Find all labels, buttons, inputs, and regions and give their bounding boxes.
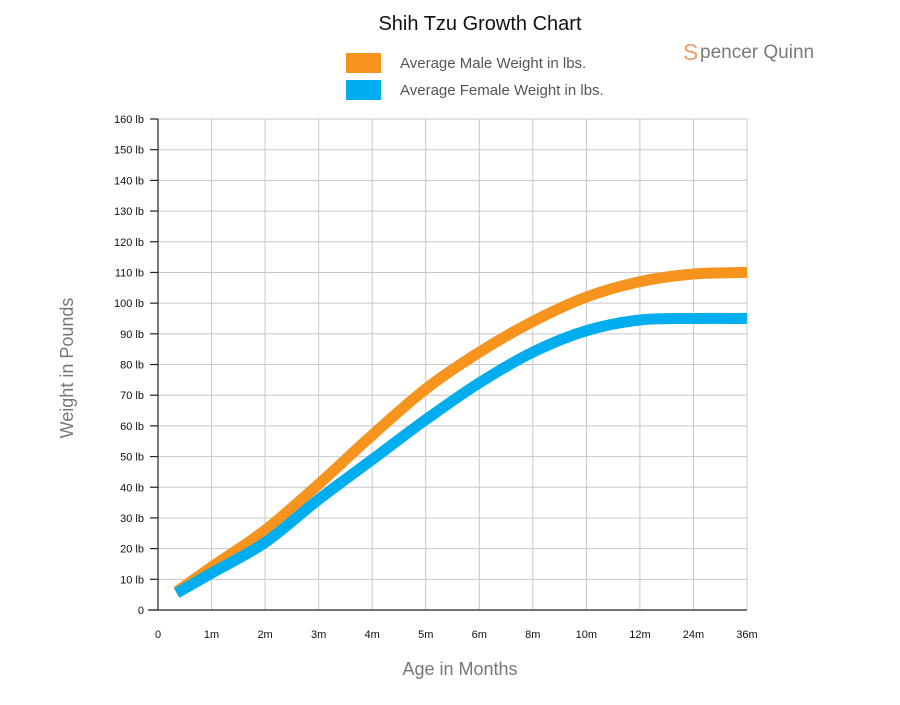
female-weight-line [173,312,748,598]
brand-logo-initial: S [683,39,698,65]
legend-label-female: Average Female Weight in lbs. [400,82,604,99]
x-tick-label: 6m [472,629,487,641]
x-tick-label: 1m [204,629,219,641]
y-tick-label: 110 lb [115,267,144,279]
x-tick-label: 0 [155,629,161,641]
x-tick-label: 4m [365,629,380,641]
y-tick-label: 30 lb [120,513,144,525]
x-tick-label: 10m [576,629,597,641]
x-tick-label: 36m [736,629,757,641]
y-tick-label: 160 lb [114,114,144,126]
y-tick-label: 70 lb [120,390,144,402]
legend-swatch-male [346,53,381,73]
y-tick-label: 80 lb [120,360,144,372]
legend-label-male: Average Male Weight in lbs. [400,55,586,72]
x-tick-label: 24m [683,629,704,641]
y-tick-label: 120 lb [114,237,144,249]
chart-series [173,266,748,598]
y-tick-label: 20 lb [120,544,144,556]
y-tick-label: 100 lb [114,298,144,310]
chart-grid [158,118,748,610]
x-tick-label: 8m [525,629,540,641]
male-weight-line [173,266,748,597]
chart-title: Shih Tzu Growth Chart [378,13,581,35]
y-tick-label: 130 lb [114,206,144,218]
x-tick-label: 5m [418,629,433,641]
brand-logo: S pencer Quinn [683,39,814,65]
legend-swatch-female [346,80,381,100]
y-tick-label: 10 lb [120,574,144,586]
y-tick-label: 60 lb [120,421,144,433]
x-tick-label: 3m [311,629,326,641]
y-axis-ticks: 0 10 lb 20 lb 30 lb 40 lb 50 lb 60 lb 70 lb 80 l… [114,114,144,617]
chart-axes [148,118,747,611]
y-tick-label: 40 lb [120,482,144,494]
y-tick-label: 50 lb [120,452,144,464]
y-tick-label: 90 lb [120,329,144,341]
y-tick-label: 150 lb [114,145,144,157]
y-axis-label: Weight in Pounds [57,298,77,439]
brand-logo-text: pencer Quinn [700,42,814,63]
x-axis-label: Age in Months [402,659,517,679]
x-tick-label: 12m [629,629,650,641]
x-tick-label: 2m [257,629,272,641]
y-tick-label: 140 lb [114,175,144,187]
y-tick-label: 0 [138,605,144,617]
x-axis-ticks: 0 1m 2m 3m 4m 5m 6m 8m 10m 12m 24m 36m [155,629,758,641]
